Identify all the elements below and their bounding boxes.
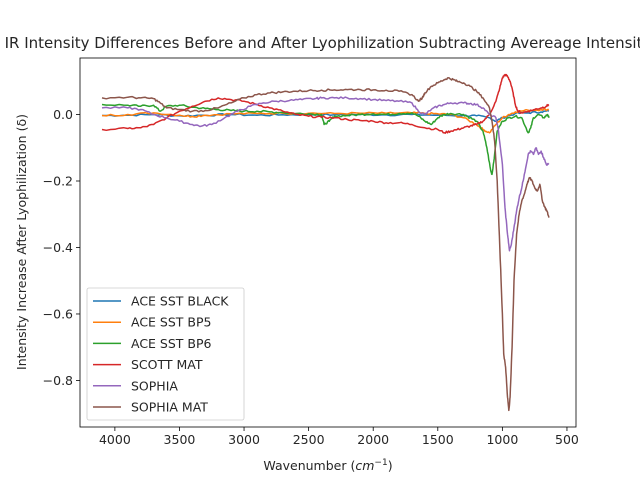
legend-label: ACE SST BP5: [131, 315, 211, 330]
y-tick-label: −0.4: [43, 240, 73, 255]
x-tick-label: 2000: [357, 432, 389, 447]
series-layer: [101, 73, 550, 412]
x-axis: 4000 3500 3000 2500 2000 1500 1000 500: [99, 427, 579, 447]
chart-title: IR Intensity Differences Before and Afte…: [5, 34, 640, 52]
x-tick-label: 2500: [293, 432, 325, 447]
series-line-ace-sst-bp6: [101, 103, 550, 176]
plot-frame: [79, 57, 577, 428]
x-axis-label-exponent: −1: [374, 458, 387, 468]
x-tick-label: 3500: [164, 432, 196, 447]
y-tick-label: −0.6: [43, 306, 73, 321]
legend: ACE SST BLACK ACE SST BP5 ACE SST BP6 SCOTT…: [86, 287, 245, 421]
legend-label: ACE SST BP6: [131, 336, 212, 351]
x-axis-label-main: Wavenumber: [263, 458, 347, 473]
legend-box: [86, 287, 245, 421]
y-tick-label: −0.8: [43, 373, 73, 388]
legend-label: SOPHIA: [131, 378, 178, 393]
x-axis-label-paren-close: ): [388, 458, 393, 473]
y-tick-label: 0.0: [53, 107, 73, 122]
x-tick-label: 1500: [422, 432, 454, 447]
x-tick-label: 1000: [486, 432, 518, 447]
legend-items: ACE SST BLACK ACE SST BP5 ACE SST BP6 SCOTT…: [93, 294, 229, 415]
y-tick-label: −0.2: [43, 174, 73, 189]
legend-label: SCOTT MAT: [131, 357, 203, 372]
x-axis-label-paren-open: (: [347, 458, 356, 473]
legend-label: ACE SST BLACK: [131, 294, 229, 309]
x-tick-label: 3000: [228, 432, 260, 447]
x-tick-label: 500: [555, 432, 579, 447]
x-tick-label: 4000: [99, 432, 131, 447]
plot-area: [79, 57, 577, 428]
series-line-sophia: [101, 96, 550, 252]
x-axis-label-unit: cm: [355, 458, 374, 473]
legend-label: SOPHIA MAT: [131, 400, 208, 415]
series-line-scott-mat: [101, 73, 550, 134]
y-axis: 0.0 −0.2 −0.4 −0.6 −0.8: [43, 107, 80, 388]
y-axis-label: Intensity Increase After Lyophilization …: [14, 114, 29, 370]
series-line-sophia-mat: [101, 77, 550, 412]
x-axis-label: Wavenumber (cm−1): [263, 458, 392, 473]
